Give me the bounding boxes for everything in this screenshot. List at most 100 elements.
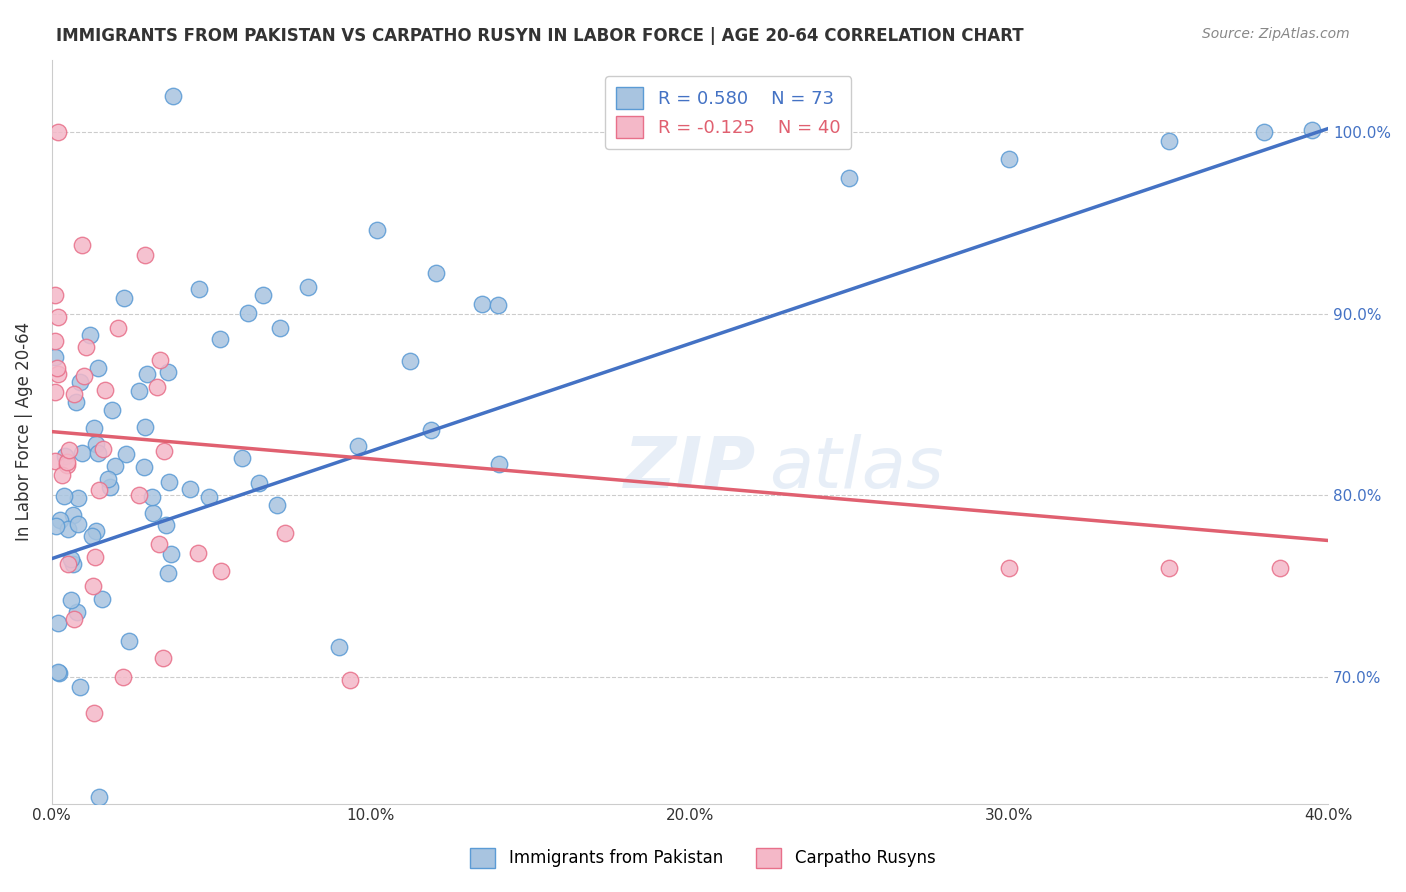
Point xyxy=(198,490,221,504)
Point xyxy=(69,375,91,389)
Point xyxy=(97,473,120,487)
Point xyxy=(87,361,110,376)
Point xyxy=(63,612,86,626)
Point xyxy=(58,442,80,457)
Point xyxy=(91,592,114,607)
Point xyxy=(91,442,114,457)
Text: IMMIGRANTS FROM PAKISTAN VS CARPATHO RUSYN IN LABOR FORCE | AGE 20-64 CORRELATIO: IMMIGRANTS FROM PAKISTAN VS CARPATHO RUS… xyxy=(56,27,1024,45)
Point xyxy=(94,383,117,397)
Point xyxy=(70,238,93,252)
Point xyxy=(56,558,79,572)
Point xyxy=(112,291,135,305)
Point xyxy=(231,450,253,465)
Point xyxy=(66,516,89,531)
Point xyxy=(44,288,66,302)
Point xyxy=(142,506,165,520)
Point xyxy=(152,651,174,665)
Point xyxy=(838,170,860,185)
Point xyxy=(398,353,420,368)
Point xyxy=(273,526,295,541)
Point xyxy=(66,605,89,619)
Point xyxy=(87,445,110,459)
Point xyxy=(45,360,67,375)
Point xyxy=(51,468,73,483)
Point xyxy=(98,479,121,493)
Point xyxy=(62,558,84,572)
Point xyxy=(62,387,84,401)
Point xyxy=(45,519,67,533)
Point xyxy=(52,489,75,503)
Point xyxy=(162,89,184,103)
Point xyxy=(209,564,232,578)
Legend: Immigrants from Pakistan, Carpatho Rusyns: Immigrants from Pakistan, Carpatho Rusyn… xyxy=(464,841,942,875)
Text: atlas: atlas xyxy=(769,434,943,503)
Text: ZIP: ZIP xyxy=(624,434,756,503)
Point xyxy=(187,282,209,296)
Point xyxy=(44,334,66,348)
Point xyxy=(46,367,69,381)
Point xyxy=(82,579,104,593)
Point xyxy=(53,449,76,463)
Y-axis label: In Labor Force | Age 20-64: In Labor Force | Age 20-64 xyxy=(15,322,32,541)
Point xyxy=(132,459,155,474)
Point xyxy=(157,475,180,489)
Point xyxy=(1157,560,1180,574)
Point xyxy=(998,560,1021,574)
Point xyxy=(69,680,91,694)
Point xyxy=(297,280,319,294)
Point xyxy=(65,395,87,409)
Point xyxy=(157,365,180,379)
Point xyxy=(134,248,156,262)
Point xyxy=(149,353,172,368)
Point xyxy=(155,518,177,533)
Point xyxy=(118,634,141,648)
Point xyxy=(157,566,180,580)
Point xyxy=(89,789,111,804)
Point xyxy=(488,458,510,472)
Point xyxy=(208,332,231,346)
Point xyxy=(62,508,84,523)
Point xyxy=(84,550,107,565)
Text: Source: ZipAtlas.com: Source: ZipAtlas.com xyxy=(1202,27,1350,41)
Point xyxy=(146,380,169,394)
Point xyxy=(471,297,494,311)
Point xyxy=(111,670,134,684)
Point xyxy=(179,482,201,496)
Point xyxy=(49,513,72,527)
Point xyxy=(83,421,105,435)
Point xyxy=(1253,125,1275,139)
Point xyxy=(998,153,1021,167)
Point xyxy=(134,420,156,434)
Point xyxy=(347,439,370,453)
Point xyxy=(153,443,176,458)
Point xyxy=(44,453,66,467)
Point xyxy=(84,524,107,538)
Point xyxy=(44,384,66,399)
Point xyxy=(58,522,80,536)
Point xyxy=(48,666,70,681)
Point xyxy=(82,529,104,543)
Point xyxy=(89,483,111,497)
Point xyxy=(114,447,136,461)
Point xyxy=(266,498,288,512)
Point xyxy=(60,552,83,566)
Point xyxy=(1270,560,1292,574)
Point xyxy=(1157,134,1180,148)
Point xyxy=(1301,123,1323,137)
Point xyxy=(339,673,361,687)
Point xyxy=(100,403,122,417)
Point xyxy=(236,306,259,320)
Point xyxy=(70,446,93,460)
Point xyxy=(83,706,105,720)
Point xyxy=(44,350,66,364)
Point xyxy=(75,340,97,354)
Point xyxy=(128,488,150,502)
Point xyxy=(328,640,350,654)
Point xyxy=(79,328,101,343)
Point xyxy=(425,266,447,280)
Point xyxy=(128,384,150,398)
Point xyxy=(135,367,157,381)
Point xyxy=(56,455,79,469)
Point xyxy=(107,321,129,335)
Point xyxy=(103,458,125,473)
